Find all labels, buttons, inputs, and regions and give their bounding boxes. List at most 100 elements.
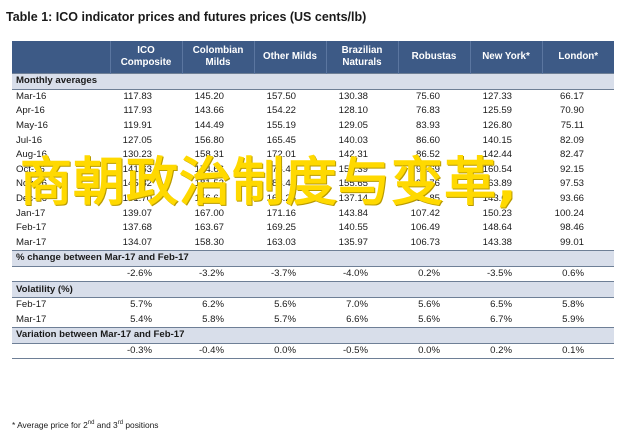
value-cell: 141.63 <box>122 163 152 175</box>
value-cell: 172.01 <box>266 149 296 161</box>
value-cell: 142.31 <box>338 149 368 161</box>
row-label: Apr-16 <box>16 105 45 117</box>
footnote-text: * Average price for 2 <box>12 420 88 430</box>
value-cell: -2.6% <box>110 265 182 282</box>
value-cell: 163.89 <box>482 178 512 190</box>
value-cell: 5.8% <box>202 313 224 325</box>
value-cell: 117.93 <box>123 105 152 117</box>
value-cell: 86.60 <box>415 134 440 146</box>
value-cell: 127.05 <box>122 134 152 146</box>
value-cell: 130.23 <box>122 149 152 161</box>
value-cell: 181.52 <box>194 178 224 190</box>
value-cell: 150.23 <box>482 207 512 219</box>
row-label: Feb-17 <box>16 222 47 234</box>
value-cell: 5.8% <box>542 296 614 313</box>
footnote: * Average price for 2nd and 3rd position… <box>12 420 158 430</box>
value-cell: 82.47 <box>559 149 584 161</box>
value-cell: 83.93 <box>415 120 440 132</box>
value-cell: 5.6% <box>418 313 440 325</box>
value-cell: -3.7% <box>254 265 326 282</box>
table-row: Oct-16 141.63 174.66 178.46 150.39 94.69 160.5… <box>12 163 614 178</box>
value-cell: 134.07 <box>122 236 152 248</box>
value-cell: 76.83 <box>415 105 440 117</box>
value-cell: 101.85 <box>410 193 440 205</box>
section-label: Monthly averages <box>12 73 614 90</box>
header-cell: London* <box>541 41 614 74</box>
value-cell: 131.70 <box>122 193 152 205</box>
value-cell: 129.05 <box>338 120 368 132</box>
value-cell: 142.44 <box>482 149 512 161</box>
value-cell: 0.2% <box>470 342 542 359</box>
value-cell: 0.2% <box>398 265 470 282</box>
value-cell: 125.59 <box>482 105 512 117</box>
row-label: Jul-16 <box>16 134 43 146</box>
row-label: Jan-17 <box>16 207 46 219</box>
table-row: Mar-16 117.83 145.20 157.50 130.38 75.60 127.3… <box>12 88 614 105</box>
value-cell: 93.66 <box>559 193 584 205</box>
section-header-row: % change between Mar-17 and Feb-17 <box>12 250 614 267</box>
table-row: Dec-16 131.70 156.64 164.26 137.14 101.85 143.… <box>12 192 614 207</box>
value-cell: 150.39 <box>338 163 368 175</box>
row-label <box>12 265 110 282</box>
value-cell: 128.10 <box>338 105 368 117</box>
row-label: Oct-16 <box>16 163 45 175</box>
value-cell: 82.09 <box>559 134 584 146</box>
value-cell: 5.6% <box>254 296 326 313</box>
price-table: ICO Composite Colombian Milds Other Mild… <box>12 41 614 359</box>
table-title: Table 1: ICO indicator prices and future… <box>6 10 367 24</box>
value-cell: 75.11 <box>560 120 584 132</box>
value-cell: 139.07 <box>122 207 152 219</box>
value-cell: 158.31 <box>194 149 224 161</box>
value-cell: 169.25 <box>266 222 296 234</box>
footnote-sup: rd <box>117 420 124 427</box>
value-cell: 183.49 <box>266 178 296 190</box>
value-cell: 5.9% <box>562 313 584 325</box>
section-header-row: Monthly averages <box>12 73 614 90</box>
value-cell: 140.55 <box>338 222 368 234</box>
value-cell: 174.66 <box>194 163 224 175</box>
value-cell: -3.5% <box>470 265 542 282</box>
value-cell: 156.80 <box>194 134 224 146</box>
row-label: May-16 <box>16 120 48 132</box>
header-row: ICO Composite Colombian Milds Other Mild… <box>12 41 614 74</box>
value-cell: 6.6% <box>346 313 368 325</box>
value-cell: 5.7% <box>110 296 182 313</box>
row-label: Aug-16 <box>16 149 47 161</box>
value-cell: 137.68 <box>122 222 152 234</box>
table-row: Apr-16 117.93 143.66 154.22 128.10 76.83 125.5… <box>12 104 614 119</box>
value-cell: 106.73 <box>410 236 440 248</box>
row-label: Mar-16 <box>12 88 110 105</box>
value-cell: 94.69 <box>415 163 440 175</box>
value-cell: 171.16 <box>266 207 296 219</box>
value-cell: 157.50 <box>254 88 326 105</box>
value-cell: 119.91 <box>123 120 152 132</box>
value-cell: 98.46 <box>559 222 584 234</box>
section-header-row: Variation between Mar-17 and Feb-17 <box>12 327 614 344</box>
value-cell: 143.04 <box>482 193 512 205</box>
value-cell: 7.0% <box>326 296 398 313</box>
header-cell: Other Milds <box>253 41 326 74</box>
table-row: Feb-17 5.7% 6.2% 5.6% 7.0% 5.6% 6.5% 5.8% <box>12 296 614 313</box>
value-cell: 6.5% <box>470 296 542 313</box>
value-cell: 164.26 <box>266 193 296 205</box>
value-cell: 140.03 <box>338 134 368 146</box>
table-row: Jan-17 139.07 167.00 171.16 143.84 107.42 150.… <box>12 206 614 221</box>
row-label: Dec-16 <box>16 193 47 205</box>
value-cell: 97.76 <box>415 178 440 190</box>
row-label: Mar-17 <box>16 313 47 325</box>
value-cell: 5.4% <box>130 313 152 325</box>
value-cell: 163.67 <box>194 222 224 234</box>
value-cell: 140.15 <box>482 134 512 146</box>
value-cell: 66.17 <box>542 88 614 105</box>
value-cell: 106.49 <box>410 222 440 234</box>
row-label: Feb-17 <box>12 296 110 313</box>
value-cell: 165.45 <box>266 134 296 146</box>
header-cell: New York* <box>469 41 542 74</box>
value-cell: 0.0% <box>398 342 470 359</box>
value-cell: 130.38 <box>326 88 398 105</box>
table-row: Aug-16 130.23 158.31 172.01 142.31 86.52 142.4… <box>12 148 614 163</box>
value-cell: -0.3% <box>110 342 182 359</box>
header-cell: Robustas <box>397 41 470 74</box>
value-cell: 70.90 <box>559 105 584 117</box>
value-cell: 135.97 <box>338 236 368 248</box>
